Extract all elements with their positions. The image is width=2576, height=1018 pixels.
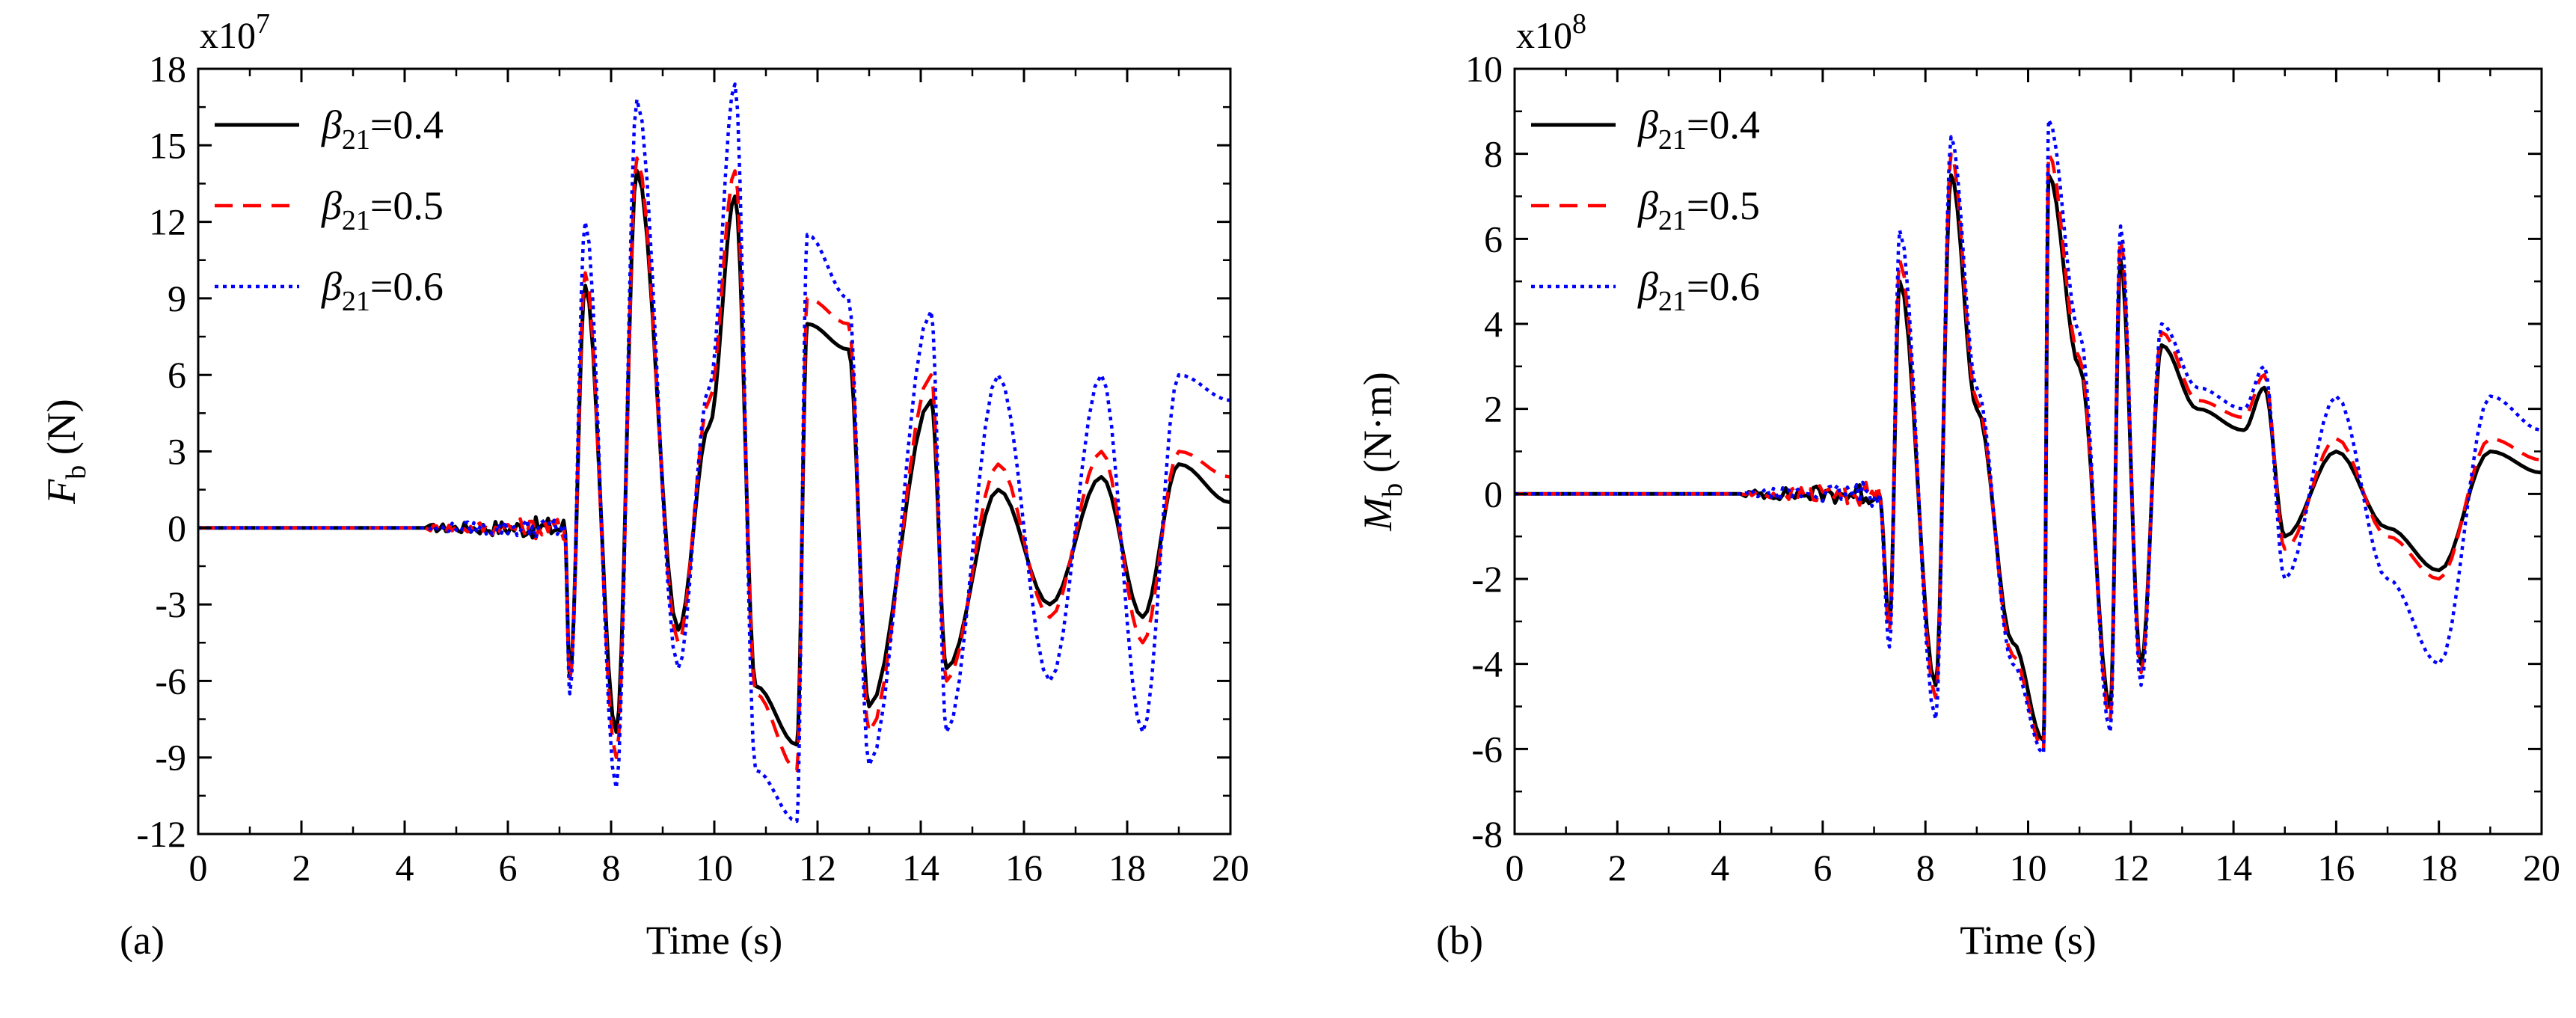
plot-frame [197, 67, 1232, 835]
x-tick-label: 6 [1813, 847, 1832, 889]
y-tick-label: -3 [155, 583, 186, 625]
x-tick-label: 12 [799, 847, 836, 889]
panel-label: (b) [1436, 918, 1483, 963]
x-tick-label: 14 [2215, 847, 2252, 889]
y-axis-title: Mb (N·m) [1355, 372, 1408, 531]
y-tick-label: 2 [1484, 388, 1503, 430]
legend-label-0: β21=0.4 [1637, 102, 1760, 156]
series-line-2 [198, 82, 1230, 824]
y-tick-label: 10 [1465, 48, 1503, 90]
y-tick-label: 9 [168, 278, 186, 319]
x-tick-label: 8 [1916, 847, 1935, 889]
x-tick-label: 4 [1711, 847, 1729, 889]
x-tick-label: 10 [2010, 847, 2047, 889]
y-tick-label: 4 [1484, 303, 1503, 345]
x-tick-label: 0 [189, 847, 208, 889]
y-tick-label: 18 [149, 48, 186, 90]
x-tick-label: 16 [2317, 847, 2355, 889]
plot-frame [1513, 67, 2543, 835]
x-tick-label: 18 [2420, 847, 2458, 889]
x-tick-label: 10 [696, 847, 733, 889]
x-tick-label: 2 [292, 847, 311, 889]
x-tick-label: 4 [396, 847, 414, 889]
panel-b: 0 2 4 6 8 10 12 14 16 18 20 -8 -6 -4 -2 0 2 4 6 8 10 x108 Time… [1355, 8, 2560, 963]
x-tick-label: 6 [499, 847, 518, 889]
legend-label-1: β21=0.5 [1637, 183, 1760, 236]
y-tick-label: -9 [155, 737, 186, 779]
y-tick-label: 12 [149, 201, 186, 243]
x-tick-label: 16 [1005, 847, 1043, 889]
axis-exponent: x108 [1516, 8, 1586, 56]
y-tick-label: -4 [1471, 643, 1503, 685]
y-tick-label: -2 [1471, 558, 1503, 600]
series-line-0 [1515, 173, 2542, 743]
y-tick-label: -8 [1471, 813, 1503, 855]
series-group [198, 82, 1230, 824]
x-tick-label: 2 [1608, 847, 1627, 889]
y-tick-label: 6 [1484, 218, 1503, 260]
y-tick-label: 6 [168, 354, 186, 396]
x-axis-title: Time (s) [1960, 918, 2097, 963]
legend: β21=0.4 β21=0.5 β21=0.6 [215, 102, 444, 317]
legend: β21=0.4 β21=0.5 β21=0.6 [1531, 102, 1760, 317]
legend-label-2: β21=0.6 [321, 264, 444, 317]
legend-label-1: β21=0.5 [321, 183, 444, 236]
series-line-1 [198, 156, 1230, 773]
series-line-1 [1515, 152, 2542, 751]
y-axis-title: Fb (N) [39, 399, 92, 504]
x-tick-label: 18 [1108, 847, 1146, 889]
axis-exponent: x107 [200, 8, 270, 56]
series-group [1515, 117, 2542, 755]
x-tick-label: 0 [1506, 847, 1524, 889]
x-tick-label: 12 [2112, 847, 2150, 889]
series-line-0 [198, 168, 1230, 747]
x-tick-label: 8 [602, 847, 621, 889]
x-tick-label: 14 [902, 847, 939, 889]
y-tick-label: 8 [1484, 133, 1503, 175]
y-tick-label: -12 [136, 813, 186, 855]
y-tick-label: -6 [1471, 728, 1503, 770]
x-tick-label: 20 [1212, 847, 1249, 889]
y-tick-label: -6 [155, 660, 186, 702]
y-tick-label: 3 [168, 431, 186, 473]
y-tick-label: 15 [149, 124, 186, 166]
legend-label-0: β21=0.4 [321, 102, 444, 156]
y-tick-label: 0 [168, 507, 186, 549]
x-axis-title: Time (s) [646, 918, 783, 963]
x-tick-label: 20 [2523, 847, 2560, 889]
y-tick-label: 0 [1484, 473, 1503, 515]
panel-label: (a) [120, 918, 165, 963]
panel-a: 0 2 4 6 8 10 12 14 16 18 20 -12 -9 -6 -3 0 3 6 9 12 15 18 x107… [39, 8, 1249, 963]
legend-label-2: β21=0.6 [1637, 264, 1760, 317]
